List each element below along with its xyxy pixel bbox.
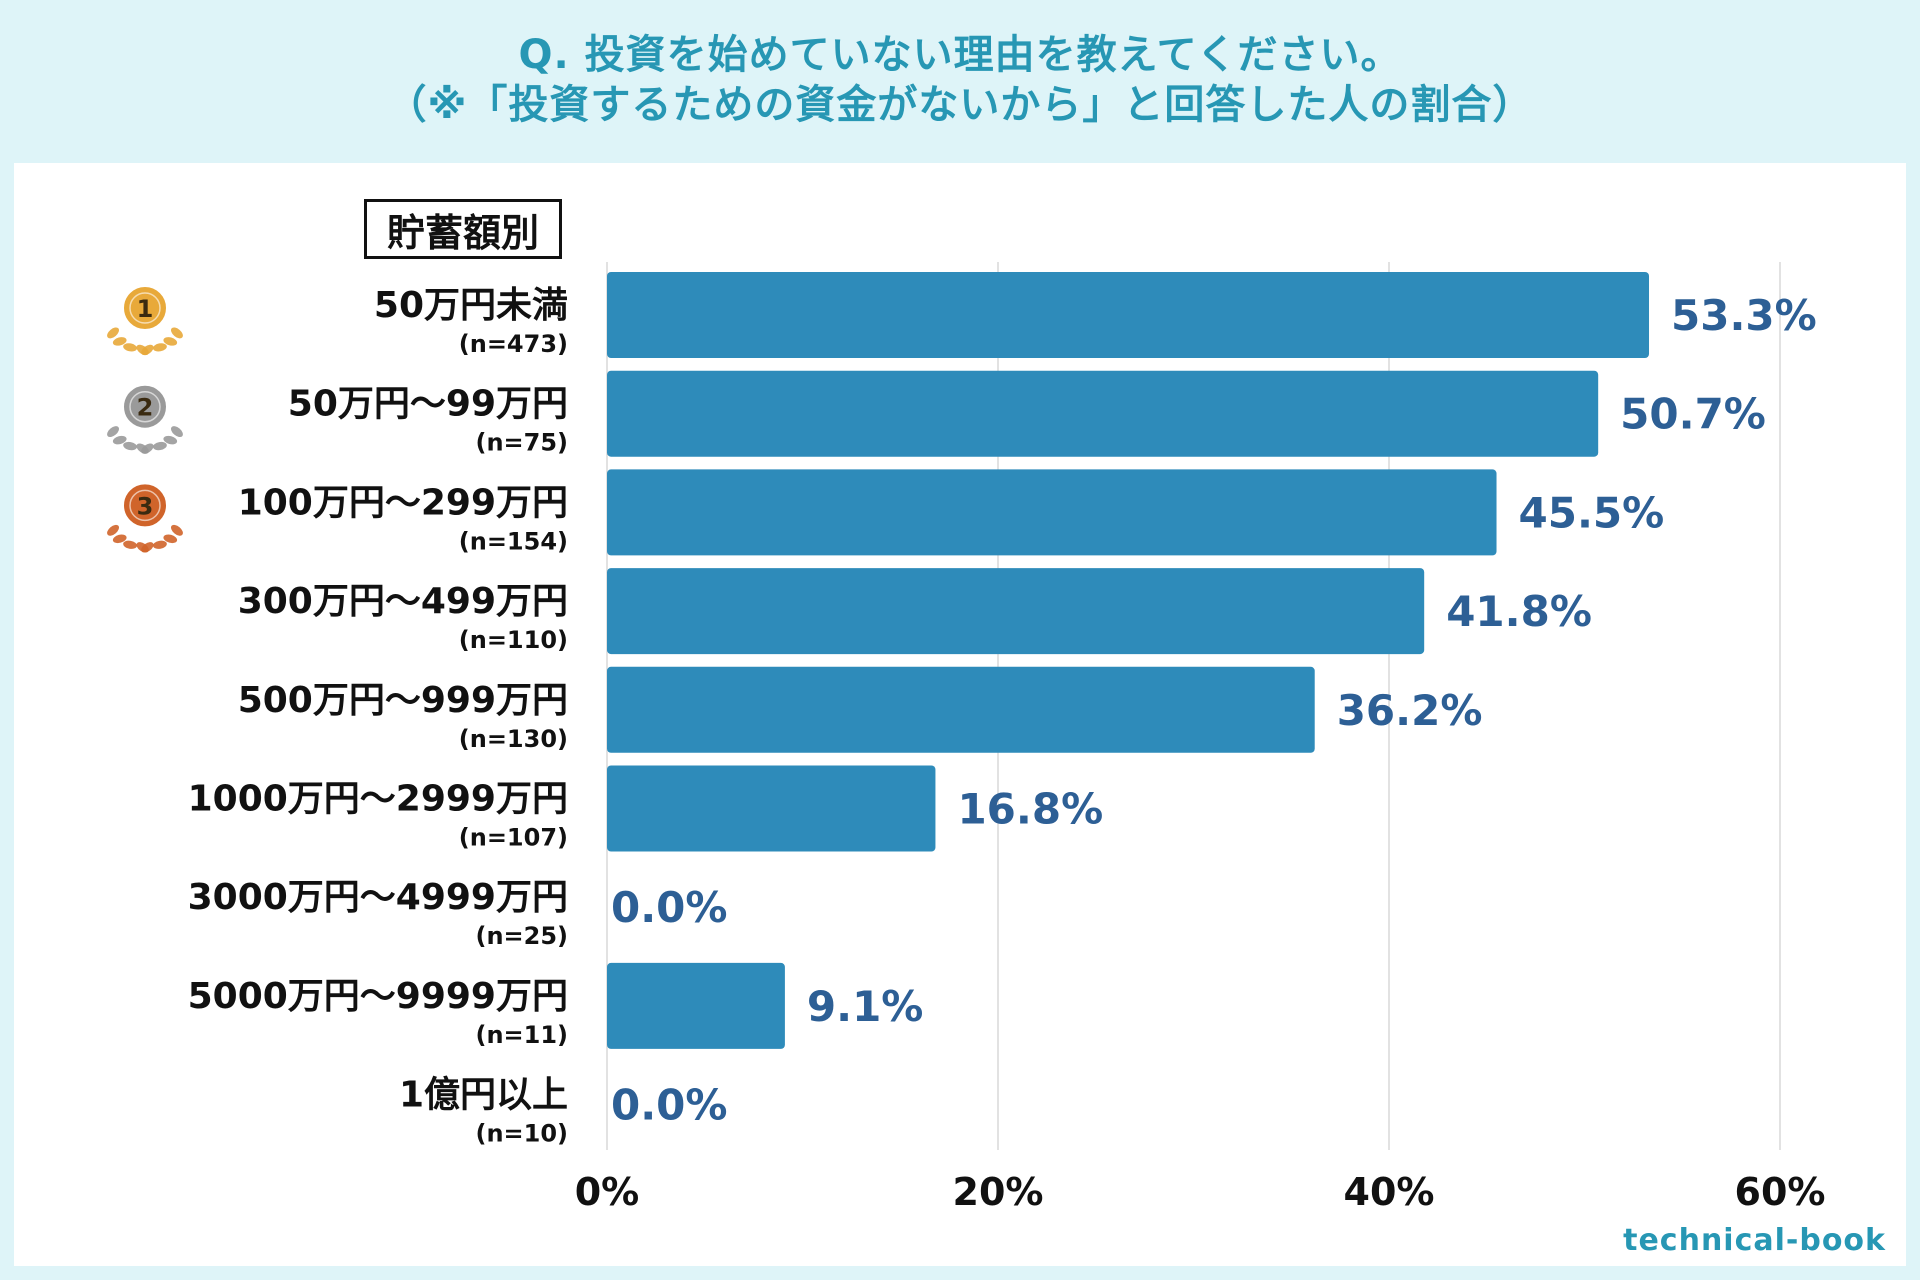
laurel-leaf-icon (152, 441, 167, 451)
chart-subtitle: （※「投資するための資金がないから」と回答した人の割合） (386, 82, 1534, 128)
laurel-leaf-icon (163, 435, 178, 445)
category-label: 300万円～499万円 (238, 581, 568, 622)
sample-size-label: (n=107) (459, 824, 568, 852)
laurel-leaf-icon (171, 524, 183, 536)
medal-rank-label: 1 (137, 295, 154, 323)
category-label: 50万円～99万円 (288, 384, 568, 425)
sample-size-label: (n=473) (459, 330, 568, 358)
sample-size-label: (n=110) (459, 626, 568, 654)
category-label: 100万円～299万円 (238, 482, 568, 523)
data-label: 9.1% (807, 982, 923, 1031)
data-label: 50.7% (1620, 390, 1766, 439)
laurel-leaf-icon (152, 343, 167, 352)
laurel-leaf-icon (141, 344, 154, 356)
group-label: 貯蓄額別 (364, 199, 562, 259)
laurel-leaf-icon (112, 337, 127, 346)
category-label: 500万円～999万円 (238, 680, 568, 721)
bar (607, 469, 1497, 556)
sample-size-label: (n=75) (475, 429, 568, 457)
laurel-leaf-icon (107, 426, 119, 438)
bar (607, 568, 1425, 655)
laurel-leaf-icon (171, 426, 183, 438)
laurel-leaf-icon (152, 540, 167, 549)
laurel-leaf-icon (123, 540, 138, 549)
x-tick-label: 20% (953, 1170, 1044, 1214)
laurel-leaf-icon (112, 534, 127, 544)
watermark-logo: technical-book (1623, 1223, 1886, 1258)
laurel-leaf-icon (171, 327, 183, 339)
x-tick-label: 40% (1344, 1170, 1435, 1214)
category-label: 1000万円～2999万円 (188, 779, 568, 820)
laurel-leaf-icon (123, 441, 138, 451)
laurel-leaf-icon (163, 534, 178, 544)
x-tick-label: 0% (575, 1170, 640, 1214)
category-label: 1億円以上 (399, 1075, 568, 1116)
bar (607, 765, 936, 852)
medal-ring (129, 390, 161, 423)
data-label: 53.3% (1671, 291, 1817, 340)
medal-ring (129, 292, 161, 324)
medal-ring (129, 489, 161, 522)
bar (607, 272, 1650, 358)
sample-size-label: (n=10) (475, 1120, 568, 1148)
title-area: Q. 投資を始めていない理由を教えてください。 （※「投資するための資金がないか… (0, 0, 1920, 160)
category-label: 3000万円～4999万円 (188, 877, 568, 918)
x-tick-label: 60% (1735, 1170, 1826, 1214)
data-label: 41.8% (1446, 587, 1592, 636)
sample-size-label: (n=130) (459, 725, 568, 753)
bar (607, 666, 1315, 753)
bar (607, 962, 785, 1049)
data-label: 0.0% (611, 883, 727, 932)
laurel-leaf-icon (163, 337, 178, 346)
medal-rank-label: 3 (137, 492, 154, 520)
category-label: 5000万円～9999万円 (188, 976, 568, 1017)
laurel-leaf-icon (107, 524, 119, 536)
data-label: 36.2% (1337, 686, 1483, 735)
chart-title: Q. 投資を始めていない理由を教えてください。 (518, 32, 1402, 78)
laurel-leaf-icon (107, 327, 119, 339)
data-label: 16.8% (957, 785, 1103, 834)
laurel-leaf-icon (141, 443, 154, 454)
bar (607, 370, 1599, 457)
laurel-leaf-icon (112, 435, 127, 445)
sample-size-label: (n=154) (459, 527, 568, 555)
laurel-leaf-icon (141, 542, 154, 553)
sample-size-label: (n=25) (475, 922, 568, 950)
data-label: 45.5% (1519, 488, 1665, 537)
laurel-leaf-icon (123, 343, 138, 352)
medal-rank-label: 2 (137, 394, 154, 422)
sample-size-label: (n=11) (475, 1021, 568, 1049)
data-label: 0.0% (611, 1081, 727, 1130)
category-label: 50万円未満 (374, 285, 568, 326)
